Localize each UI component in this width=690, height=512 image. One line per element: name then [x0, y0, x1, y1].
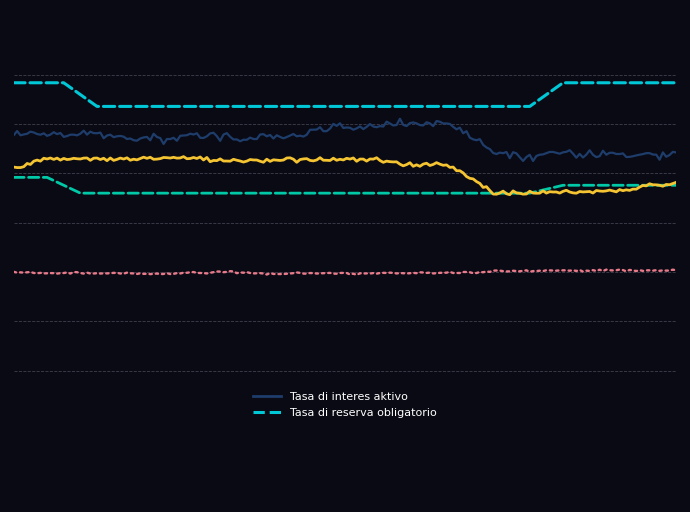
- Legend: Tasa di interes aktivo, Tasa di reserva obligatorio: Tasa di interes aktivo, Tasa di reserva …: [249, 388, 441, 422]
